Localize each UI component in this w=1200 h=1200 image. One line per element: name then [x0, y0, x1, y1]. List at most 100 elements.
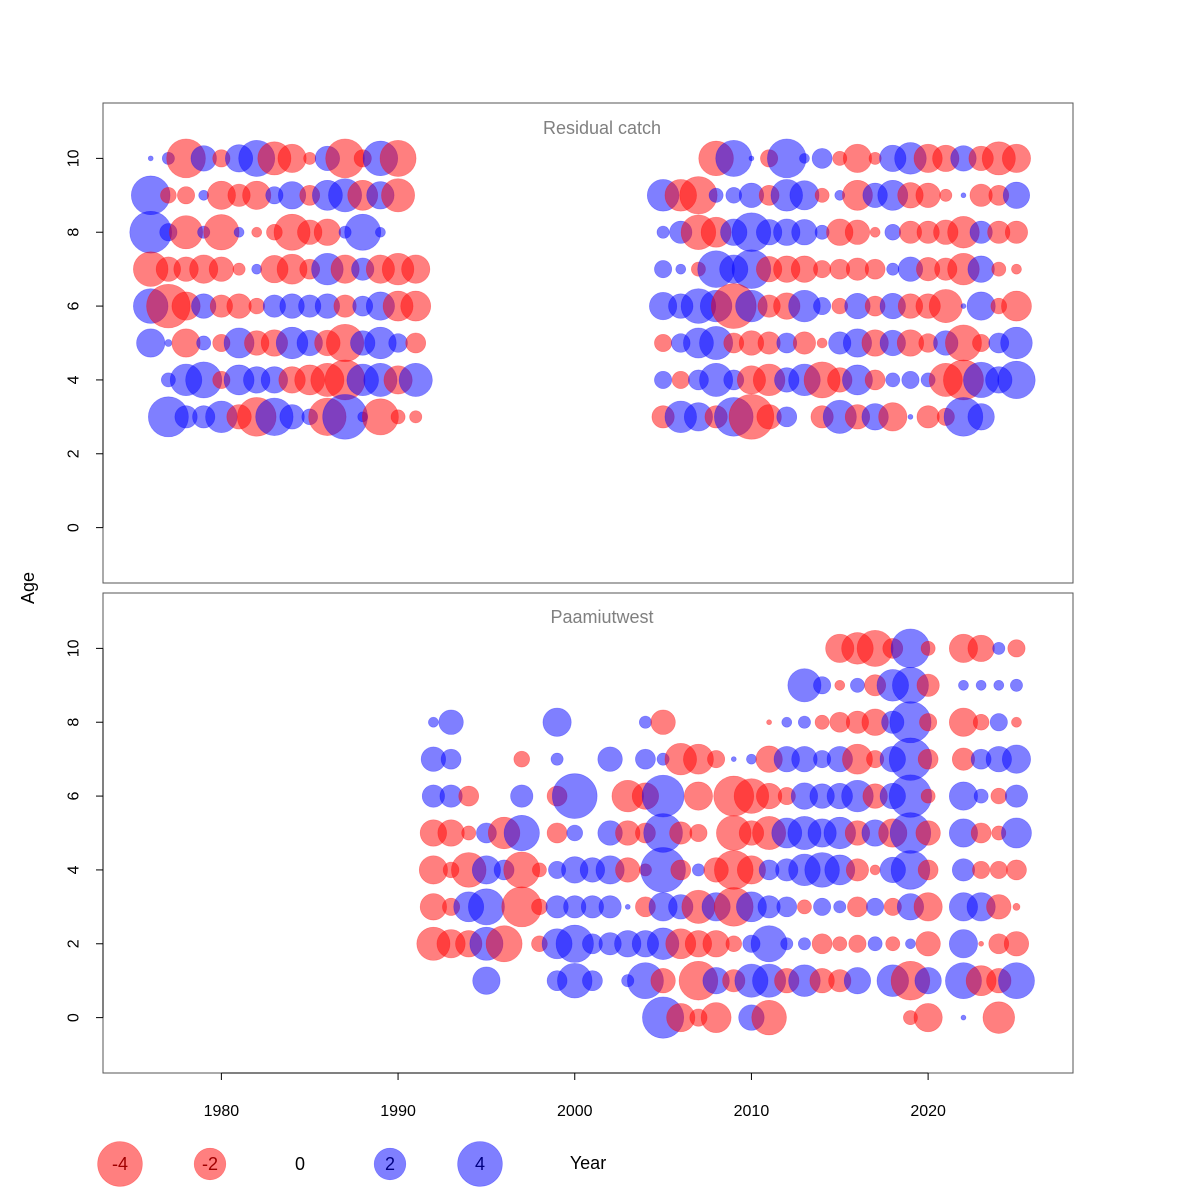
bubble [970, 822, 992, 844]
bubble [960, 192, 967, 199]
bubble-layer [129, 138, 1036, 440]
bubble [814, 187, 830, 203]
bubble [864, 369, 886, 391]
bubble [811, 148, 833, 169]
x-tick-label: 2000 [557, 1103, 593, 1120]
bubble [978, 940, 984, 947]
bubble [960, 303, 967, 309]
y-tick-label: 6 [66, 792, 83, 801]
bubble [428, 716, 439, 728]
bubble [546, 822, 568, 844]
bubble [401, 254, 431, 284]
bubble [901, 370, 920, 389]
bubble [916, 673, 940, 697]
legend-label: -4 [112, 1154, 128, 1174]
bubble [986, 894, 1012, 920]
y-tick-label: 0 [66, 1013, 83, 1022]
bubble [531, 898, 548, 916]
bubble [379, 140, 417, 177]
bubble [708, 187, 724, 203]
bubble [669, 821, 693, 845]
bubble [437, 819, 465, 847]
bubble [725, 935, 742, 952]
bubble [885, 372, 901, 388]
bubble [766, 719, 772, 726]
bubble [813, 897, 832, 916]
bubble [177, 186, 196, 205]
bubble [730, 756, 737, 762]
bubble [638, 715, 652, 729]
bubble [388, 333, 408, 353]
bubble [746, 753, 757, 765]
bubble [869, 226, 881, 238]
bubble [813, 676, 832, 695]
bubble [799, 153, 810, 164]
bubble [1001, 744, 1031, 774]
bubble [251, 226, 263, 238]
legend-label: 2 [385, 1154, 395, 1174]
bubble [702, 930, 730, 958]
bubble [1001, 290, 1032, 322]
bubble [814, 714, 830, 730]
bubble [1010, 678, 1023, 692]
bubble [1011, 263, 1022, 275]
bubble [866, 897, 885, 916]
bubble [670, 859, 692, 881]
bubble [147, 155, 154, 162]
bubble [654, 260, 673, 279]
bubble [313, 218, 341, 246]
y-tick-label: 8 [66, 718, 83, 727]
x-tick-label: 1980 [204, 1103, 240, 1120]
bubble [975, 679, 987, 691]
bubble [650, 968, 676, 994]
bubble [791, 219, 818, 246]
bubble [960, 1014, 967, 1021]
panel-title: Paamiutwest [550, 607, 653, 627]
bubble [913, 1003, 943, 1033]
bubble [715, 140, 753, 177]
bubble [948, 781, 978, 811]
bubble [624, 904, 631, 910]
bubble [813, 297, 832, 316]
bubble [400, 290, 432, 322]
panel-title: Residual catch [543, 118, 661, 138]
bubble [972, 860, 991, 879]
bubble [598, 895, 622, 919]
bubble [813, 260, 832, 279]
bubble [993, 679, 1005, 691]
y-axis: 0 2 4 6 8 10 [66, 639, 104, 1022]
y-tick-label: 2 [66, 449, 83, 458]
bubble [816, 337, 828, 349]
bubble [798, 937, 811, 951]
x-axis: 1980 1990 2000 2010 2020 [204, 1072, 946, 1120]
bubble [226, 293, 252, 319]
bubble [913, 892, 943, 922]
bubble [845, 858, 869, 882]
bubble [992, 641, 1006, 655]
bubble [656, 225, 670, 239]
bubble [472, 966, 501, 995]
bubble [164, 339, 173, 347]
bubble [998, 962, 1035, 1000]
bubble [917, 748, 939, 770]
bubble [919, 713, 938, 732]
bubble [915, 182, 941, 208]
bubble [811, 933, 833, 955]
panel-residual-catch: Residual catch 0 2 4 6 8 10 [66, 102, 1074, 584]
bubble [915, 820, 941, 846]
bubble [641, 774, 685, 818]
bubble [1007, 639, 1026, 658]
bubble [566, 824, 583, 842]
bubble [1001, 143, 1031, 173]
bubble [869, 864, 881, 876]
bubble [848, 934, 867, 953]
legend-bubble [193, 1147, 227, 1181]
bubble [542, 707, 572, 737]
y-tick-label: 10 [66, 639, 83, 657]
bubble [997, 360, 1036, 399]
bubble [233, 226, 245, 238]
bubble [136, 328, 166, 358]
bubble [748, 155, 755, 162]
y-tick-label: 2 [66, 939, 83, 948]
